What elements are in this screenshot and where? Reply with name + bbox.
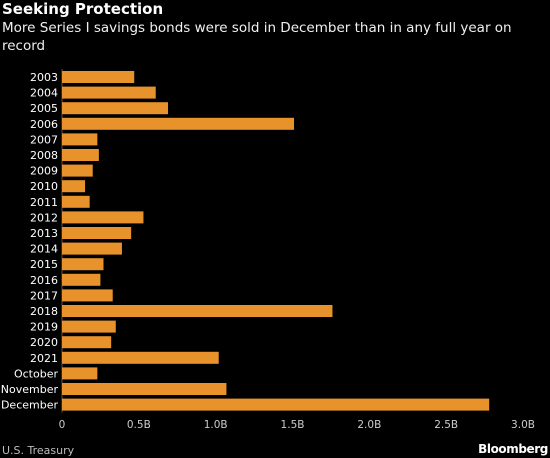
bar-november: [62, 383, 226, 395]
y-tick-label: 2018: [30, 305, 58, 318]
y-tick-label: 2006: [30, 118, 58, 131]
bar-2005: [62, 102, 168, 114]
bar-october: [62, 367, 97, 379]
y-tick-label: 2010: [30, 180, 58, 193]
y-tick-label: 2009: [30, 165, 58, 178]
bar-2012: [62, 211, 143, 223]
x-tick-label: 2.5B: [434, 419, 458, 431]
source-note: U.S. Treasury: [2, 444, 74, 458]
y-tick-label: 2016: [30, 274, 58, 287]
y-tick-label: 2015: [30, 258, 58, 271]
bar-2021: [62, 352, 219, 364]
bar-2020: [62, 336, 111, 348]
bar-2015: [62, 258, 103, 270]
bloomberg-logo: Bloomberg: [478, 442, 548, 456]
y-tick-label: November: [1, 383, 59, 396]
bar-2003: [62, 71, 134, 83]
bar-2011: [62, 196, 90, 208]
bar-2018: [62, 305, 332, 317]
y-tick-label: 2020: [30, 336, 58, 349]
y-tick-label: 2013: [30, 227, 58, 240]
bar-december: [62, 399, 489, 411]
x-tick-label: 1.0B: [204, 419, 228, 431]
bar-2014: [62, 243, 122, 255]
bar-2006: [62, 118, 294, 130]
bar-2007: [62, 133, 97, 145]
bar-2010: [62, 180, 85, 192]
y-tick-label: December: [1, 399, 59, 412]
y-tick-label: 2005: [30, 102, 58, 115]
bar-2008: [62, 149, 99, 161]
y-tick-label: 2008: [30, 149, 58, 162]
y-tick-label: 2019: [30, 321, 58, 334]
y-tick-label: October: [14, 367, 58, 380]
bar-2017: [62, 289, 113, 301]
x-tick-label: 3.0B: [511, 419, 535, 431]
y-tick-label: 2017: [30, 289, 58, 302]
y-tick-label: 2021: [30, 352, 58, 365]
bar-2019: [62, 321, 116, 333]
y-tick-label: 2007: [30, 133, 58, 146]
x-tick-label: 2.0B: [357, 419, 381, 431]
x-tick-label: 0.5B: [127, 419, 151, 431]
bar-2013: [62, 227, 131, 239]
y-tick-label: 2014: [30, 243, 58, 256]
y-tick-label: 2003: [30, 71, 58, 84]
y-tick-label: 2011: [30, 196, 58, 209]
bar-2004: [62, 87, 156, 99]
x-tick-label: 0: [59, 419, 66, 431]
bar-2009: [62, 165, 93, 177]
bar-2016: [62, 274, 100, 286]
x-tick-label: 1.5B: [281, 419, 305, 431]
y-tick-label: 2012: [30, 211, 58, 224]
y-tick-label: 2004: [30, 87, 58, 100]
